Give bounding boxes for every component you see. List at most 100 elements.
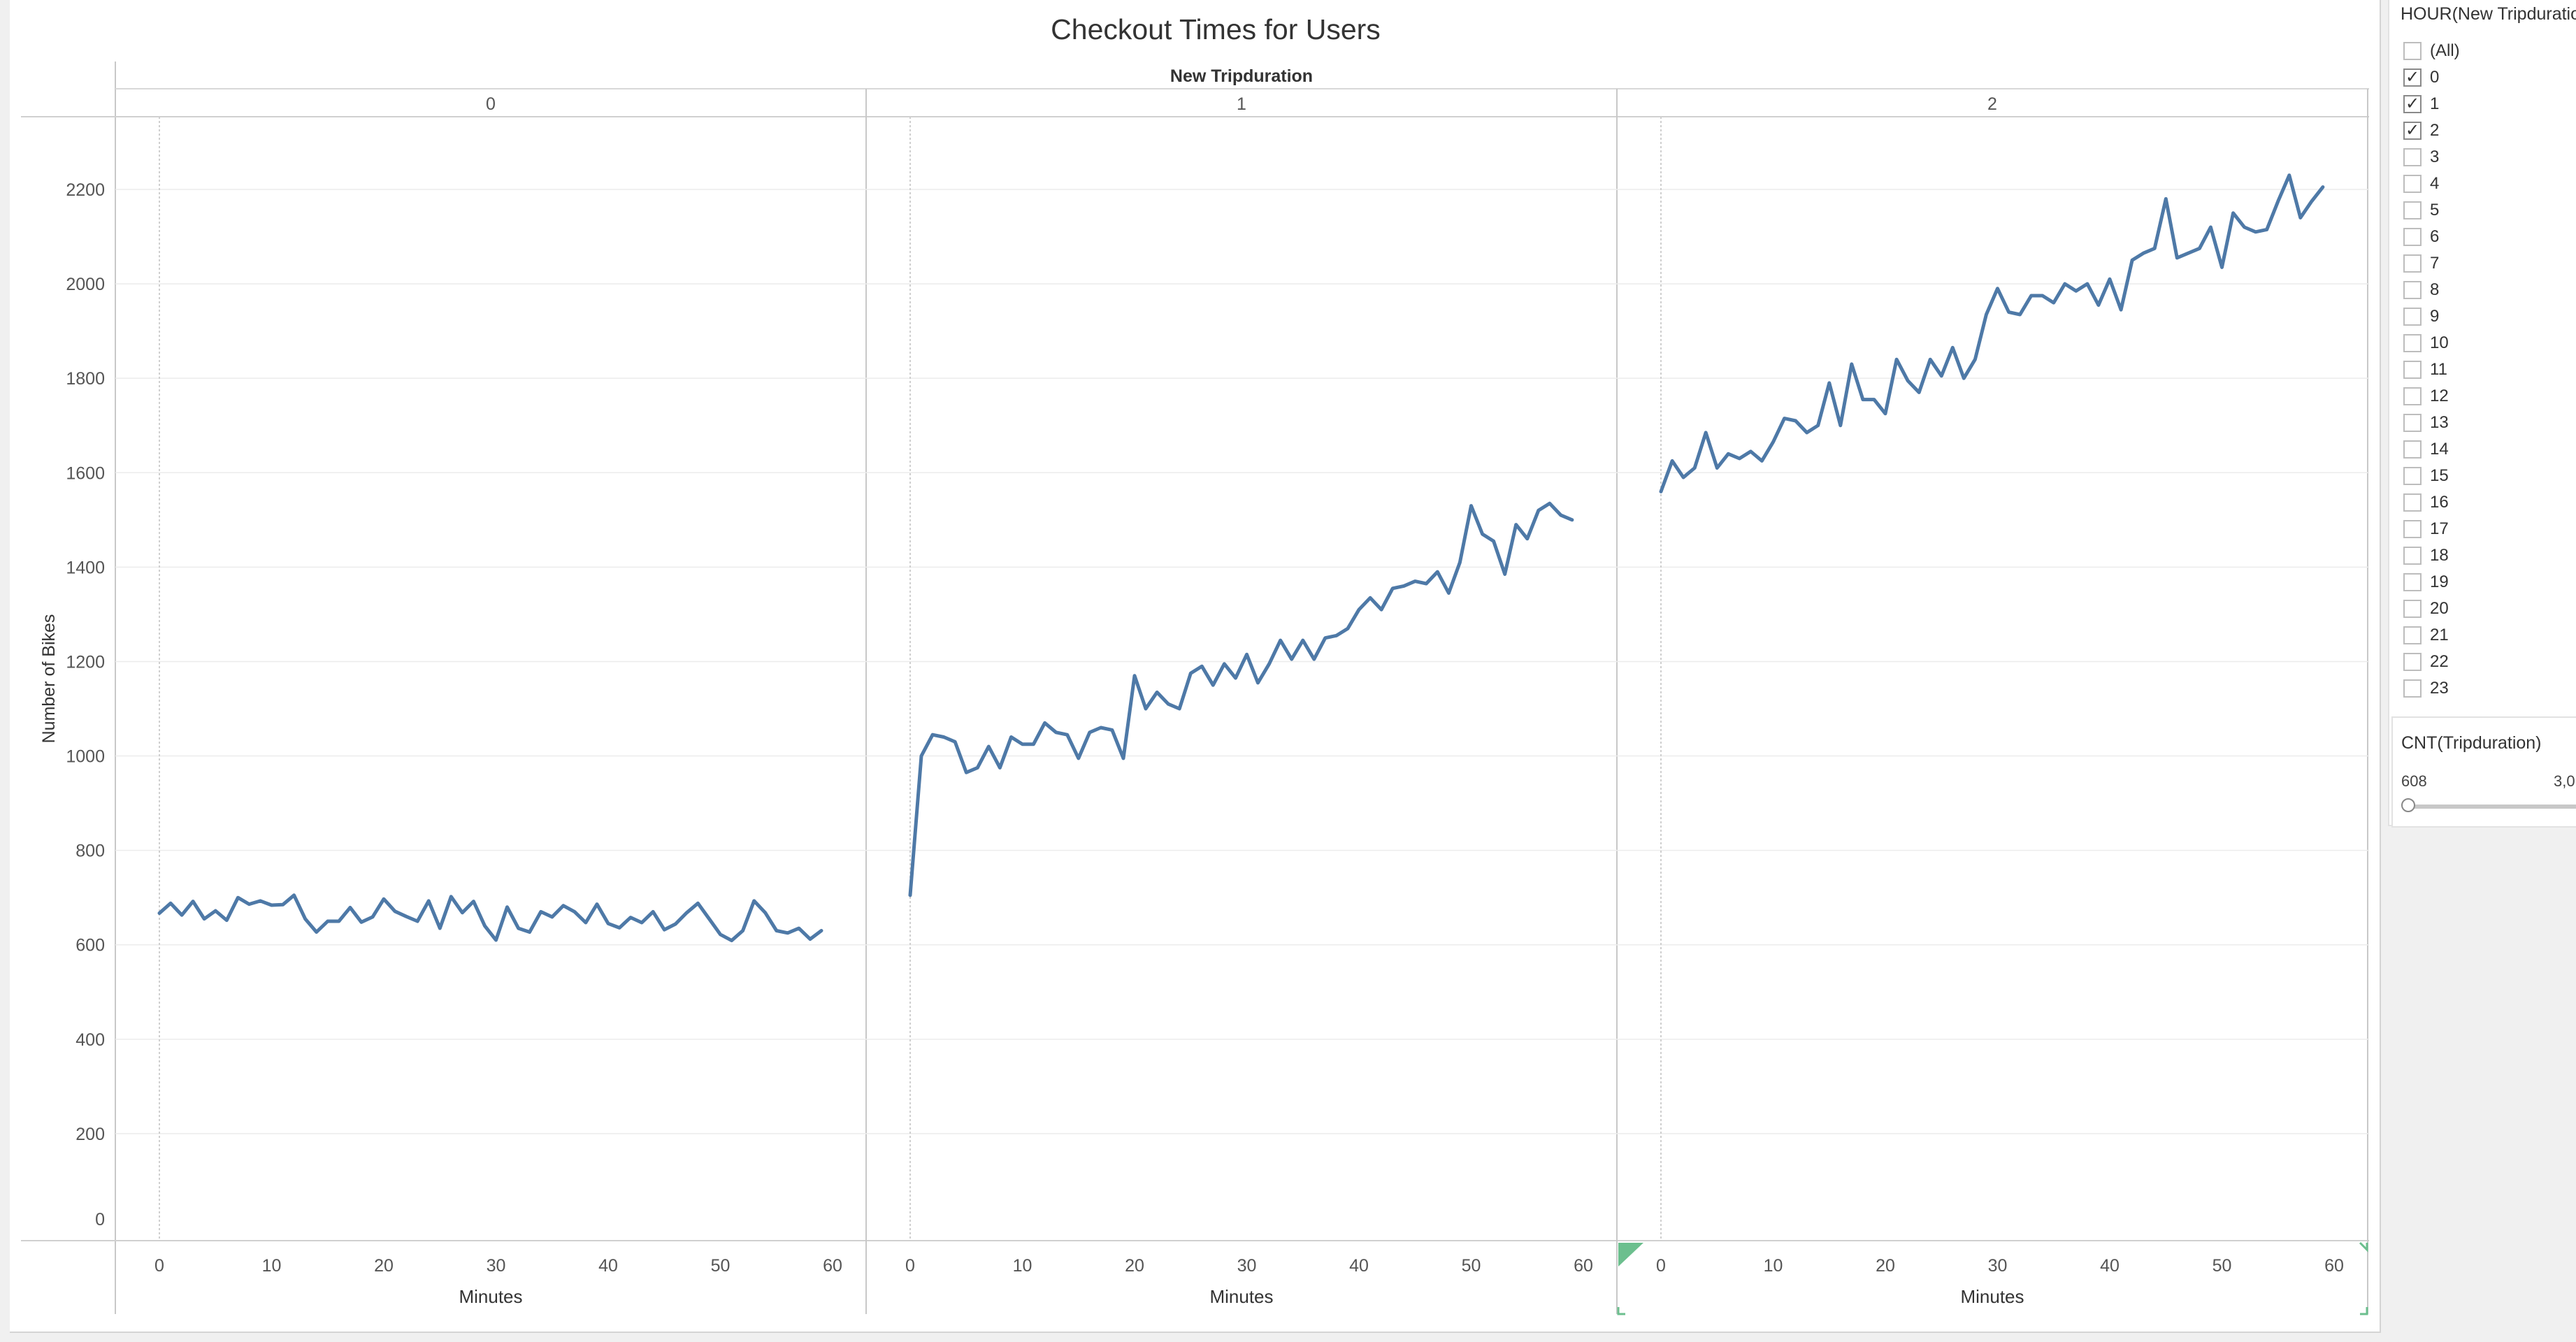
y-tick-label: 400: [75, 1030, 105, 1050]
hour-filter-label: 12: [2430, 387, 2449, 405]
hour-filter-checkbox[interactable]: [2403, 201, 2422, 219]
hour-filter-label: 18: [2430, 546, 2449, 565]
hour-filter-checkbox[interactable]: [2403, 440, 2422, 459]
y-tick-label: 1600: [66, 463, 105, 483]
hour-filter-title: HOUR(New Tripduration): [2401, 4, 2576, 24]
hour-filter-item[interactable]: 22: [2403, 650, 2449, 674]
hour-filter-checkbox[interactable]: [2403, 148, 2422, 166]
hour-filter-panel: HOUR(New Tripduration) (All)✓0✓1✓2345678…: [2388, 0, 2576, 826]
hour-filter-checkbox[interactable]: [2403, 573, 2422, 591]
hour-filter-checkbox[interactable]: [2403, 600, 2422, 618]
hour-filter-label: 8: [2430, 280, 2440, 299]
hour-filter-item[interactable]: 17: [2403, 517, 2449, 541]
x-tick-label: 10: [262, 1256, 282, 1276]
hour-filter-checkbox[interactable]: [2403, 387, 2422, 405]
hour-filter-label: 5: [2430, 201, 2440, 219]
cnt-filter-title: CNT(Tripduration): [2401, 733, 2542, 753]
chart-title: Checkout Times for Users: [1051, 13, 1381, 45]
hour-filter-item[interactable]: 9: [2403, 305, 2439, 329]
hour-filter-checkbox[interactable]: [2403, 414, 2422, 432]
checkmark-icon: ✓: [2405, 121, 2420, 140]
hour-filter-label: 3: [2430, 147, 2440, 166]
hour-filter-checkbox[interactable]: [2403, 254, 2422, 273]
x-tick-label: 40: [2100, 1256, 2120, 1276]
y-tick-label: 1400: [66, 558, 105, 577]
hour-filter-label: 6: [2430, 227, 2440, 246]
visualization-area: Checkout Times for Users New Tripduration…: [10, 0, 2381, 1333]
hour-filter-checkbox[interactable]: [2403, 520, 2422, 538]
hour-filter-checkbox[interactable]: [2403, 467, 2422, 485]
hour-filter-checkbox[interactable]: [2403, 361, 2422, 379]
hour-filter-checkbox[interactable]: [2403, 42, 2422, 60]
hour-filter-label: 22: [2430, 652, 2449, 671]
hour-filter-label: 21: [2430, 626, 2449, 644]
hour-filter-label: 17: [2430, 519, 2449, 538]
x-axis-title: Minutes: [1209, 1286, 1273, 1307]
hour-filter-checkbox[interactable]: [2403, 679, 2422, 698]
x-tick-label: 60: [2324, 1256, 2344, 1276]
hour-filter-item[interactable]: 19: [2403, 570, 2449, 594]
hour-filter-checkbox[interactable]: ✓: [2403, 122, 2422, 140]
hour-filter-checkbox[interactable]: [2403, 547, 2422, 565]
hour-filter-checkbox[interactable]: [2403, 626, 2422, 644]
hour-filter-label: 16: [2430, 493, 2449, 512]
x-tick-label: 50: [2212, 1256, 2232, 1276]
hour-filter-item[interactable]: 7: [2403, 252, 2439, 275]
cnt-filter-max: 3,0: [2554, 772, 2575, 790]
y-tick-label: 2200: [66, 180, 105, 200]
hour-filter-item[interactable]: 18: [2403, 544, 2449, 568]
checkmark-icon: ✓: [2405, 94, 2420, 113]
hour-filter-checkbox[interactable]: [2403, 334, 2422, 352]
hour-filter-checkbox[interactable]: [2403, 228, 2422, 246]
x-tick-label: 40: [598, 1256, 618, 1276]
hour-filter-item[interactable]: 14: [2403, 438, 2449, 461]
hour-filter-item[interactable]: 4: [2403, 172, 2439, 196]
y-tick-label: 600: [75, 936, 105, 955]
hour-filter-label: 2: [2430, 121, 2440, 140]
hour-filter-item[interactable]: 5: [2403, 199, 2439, 222]
hour-filter-checkbox[interactable]: ✓: [2403, 68, 2422, 87]
hour-filter-checkbox[interactable]: [2403, 281, 2422, 299]
hour-filter-item[interactable]: 15: [2403, 464, 2449, 488]
hour-filter-item[interactable]: ✓ 1: [2403, 92, 2439, 116]
x-tick-label: 20: [374, 1256, 394, 1276]
hour-filter-item[interactable]: 23: [2403, 677, 2449, 700]
x-tick-label: 0: [154, 1256, 164, 1276]
x-tick-label: 30: [1237, 1256, 1257, 1276]
hour-filter-item[interactable]: 11: [2403, 358, 2447, 382]
y-tick-label: 2000: [66, 275, 105, 294]
hour-filter-label: 10: [2430, 333, 2449, 352]
selection-corner-mark: [2359, 1241, 2368, 1253]
hour-filter-label: 0: [2430, 68, 2440, 87]
hour-filter-label: 14: [2430, 440, 2449, 459]
hour-filter-checkbox[interactable]: [2403, 308, 2422, 326]
hour-filter-item[interactable]: 12: [2403, 384, 2449, 408]
hour-filter-label: 13: [2430, 413, 2449, 432]
hour-filter-item[interactable]: 6: [2403, 225, 2439, 249]
cnt-slider-track[interactable]: [2407, 805, 2576, 809]
x-tick-label: 10: [1764, 1256, 1783, 1276]
hour-filter-item[interactable]: 3: [2403, 145, 2439, 169]
x-tick-label: 40: [1349, 1256, 1369, 1276]
hour-filter-item[interactable]: 21: [2403, 623, 2449, 647]
hour-filter-item[interactable]: 10: [2403, 331, 2449, 355]
hour-filter-checkbox[interactable]: [2403, 175, 2422, 193]
hour-filter-item[interactable]: 20: [2403, 597, 2449, 621]
hour-filter-item[interactable]: 8: [2403, 278, 2439, 302]
x-axis-title: Minutes: [1960, 1286, 2024, 1307]
hour-filter-item[interactable]: ✓ 2: [2403, 119, 2439, 143]
y-tick-label: 800: [75, 842, 105, 861]
hour-filter-item[interactable]: 13: [2403, 411, 2449, 435]
cnt-slider-handle[interactable]: [2401, 798, 2415, 812]
x-tick-label: 30: [1988, 1256, 2008, 1276]
hour-filter-item[interactable]: (All): [2403, 39, 2460, 63]
hour-filter-checkbox[interactable]: [2403, 493, 2422, 512]
hour-filter-item[interactable]: ✓ 0: [2403, 66, 2439, 89]
cnt-filter-min: 608: [2401, 772, 2427, 790]
hour-filter-checkbox[interactable]: [2403, 653, 2422, 671]
hour-filter-checkbox[interactable]: ✓: [2403, 95, 2422, 113]
hour-filter-item[interactable]: 16: [2403, 491, 2449, 514]
hour-filter-label: 15: [2430, 466, 2449, 485]
selection-corner-mark: [2360, 1307, 2368, 1315]
series-line-panel-0: [157, 893, 823, 943]
